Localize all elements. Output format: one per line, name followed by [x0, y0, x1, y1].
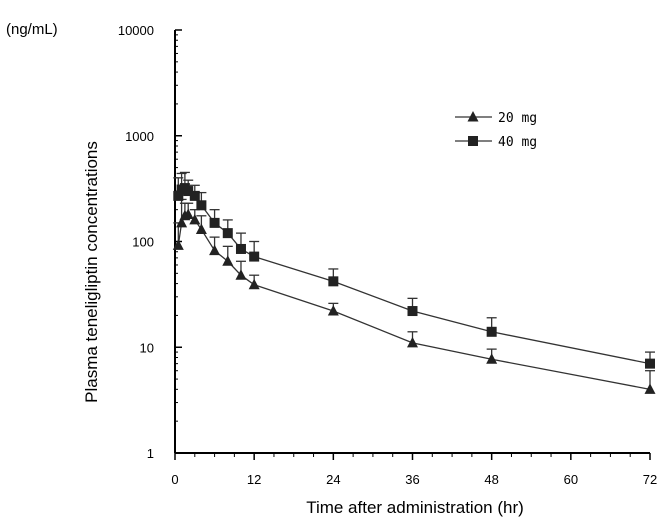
- data-point: [176, 216, 188, 228]
- data-point: [195, 223, 207, 234]
- data-point: [644, 383, 656, 394]
- data-point: [327, 305, 339, 316]
- data-point: [486, 353, 498, 364]
- series-layer: [172, 171, 656, 394]
- series-40mg: [173, 171, 655, 369]
- y-tick-label: 10000: [118, 23, 154, 38]
- legend-marker: [468, 136, 478, 146]
- data-point: [249, 251, 260, 262]
- x-tick-label: 72: [643, 472, 657, 487]
- legend: 20 mg 40 mg: [455, 111, 537, 150]
- data-point: [172, 239, 184, 250]
- data-point: [248, 278, 260, 290]
- data-point: [407, 336, 418, 348]
- data-point: [235, 243, 246, 254]
- legend-item-20mg: 20 mg: [455, 111, 537, 126]
- legend-marker: [467, 111, 479, 122]
- data-point: [222, 228, 233, 239]
- data-point: [486, 326, 497, 337]
- data-point: [189, 190, 200, 201]
- series-line-20mg: [177, 213, 651, 390]
- data-point: [182, 208, 194, 220]
- x-tick-label: 12: [247, 472, 261, 487]
- x-tick-label: 24: [326, 472, 340, 487]
- legend-label: 40 mg: [498, 135, 537, 150]
- data-point: [209, 244, 221, 256]
- y-tick-label: 1000: [125, 129, 154, 144]
- data-point: [189, 213, 201, 225]
- series-20mg: [172, 198, 656, 394]
- data-point: [222, 255, 234, 266]
- data-point: [645, 358, 655, 369]
- legend-label: 20 mg: [498, 111, 537, 126]
- y-unit-label: (ng/mL): [6, 21, 58, 38]
- x-axis-title: Time after administration (hr): [306, 498, 524, 517]
- x-tick-label: 60: [564, 472, 578, 487]
- y-axis-title: Plasma teneligliptin concentrations: [82, 141, 101, 403]
- data-point: [328, 276, 339, 287]
- x-tick-label: 48: [484, 472, 498, 487]
- data-point: [235, 269, 247, 280]
- x-tick-label: 0: [171, 472, 178, 487]
- y-tick-label: 1: [147, 446, 154, 461]
- legend-item-40mg: 40 mg: [455, 135, 537, 150]
- y-tick-label: 100: [132, 235, 154, 250]
- data-point: [196, 200, 207, 211]
- data-point: [173, 190, 184, 201]
- data-point: [407, 306, 418, 317]
- data-point: [183, 186, 194, 197]
- series-line-40mg: [177, 187, 651, 365]
- axes: 1 10 100 1000 10000 0 12 24 36 48 60 72: [118, 23, 657, 487]
- y-tick-label: 10: [140, 340, 154, 355]
- data-point: [209, 217, 220, 228]
- x-tick-label: 36: [405, 472, 419, 487]
